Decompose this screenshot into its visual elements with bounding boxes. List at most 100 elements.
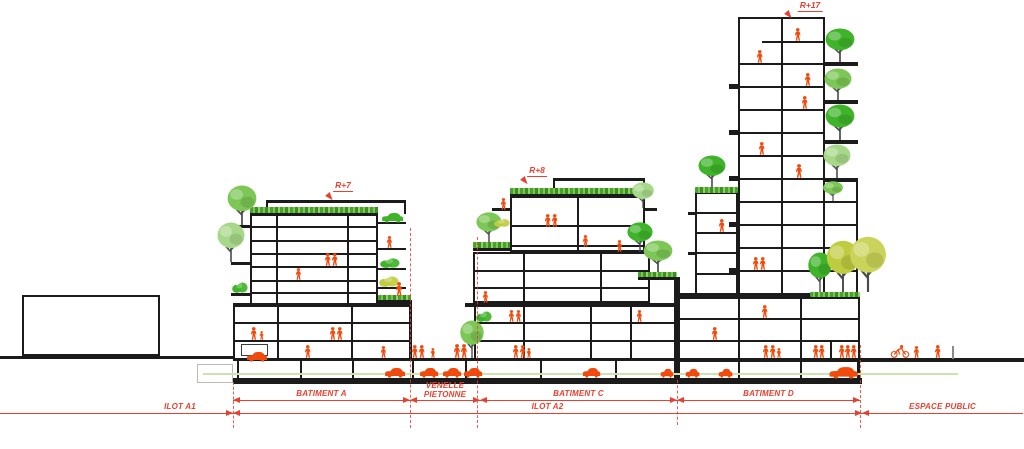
structure-slab [523,254,525,303]
dimension-line [862,413,1023,414]
building-outline [473,252,650,303]
structure-slab [352,361,354,378]
structure-slab [0,356,233,359]
dimension-label: VENELLE PIETONNE [423,381,467,399]
person-icon [411,345,419,358]
structure-slab [237,361,239,378]
person-icon [386,236,393,248]
structure-slab [729,268,738,273]
bush-icon [380,257,400,268]
structure-slab [378,248,406,251]
structure-slab [738,361,740,378]
structure-slab [378,287,406,290]
structure-slab [729,84,738,89]
person-icon [512,345,520,358]
person-icon [295,268,302,280]
dimension-label: BATIMENT D [743,389,794,398]
person-icon [430,348,436,358]
structure-slab [233,358,860,361]
person-icon [795,164,803,178]
structure-slab [857,360,860,380]
bush-icon [476,310,492,322]
dimension-arrow-right [403,397,410,403]
structure-slab [825,100,858,104]
structure-slab [266,200,406,203]
green-roof-strip [810,292,860,297]
structure-slab [250,266,378,269]
structure-slab [729,130,738,135]
green-roof-strip [638,272,677,277]
person-icon [616,240,623,252]
structure-slab [800,361,802,378]
structure-slab [677,293,860,297]
structure-slab [300,361,302,378]
structure-slab [510,193,645,196]
structure-slab [231,262,250,265]
person-icon [380,346,387,358]
tree-icon [697,155,727,187]
structure-slab [473,248,510,251]
structure-slab [250,253,378,256]
structure-slab [860,358,1024,362]
car-icon [582,367,601,378]
level-arrow-icon [520,176,530,186]
level-annotation: R+7 [333,180,353,192]
structure-slab [412,361,414,378]
bush-icon [379,275,399,287]
structure-slab [250,240,378,243]
structure-slab [523,305,525,360]
structure-slab [553,178,645,181]
structure-slab [800,297,802,360]
tree-icon [824,28,856,62]
structure-slab [474,340,677,343]
structure-slab [762,41,825,44]
person-icon [794,28,802,41]
structure-slab [233,303,412,307]
structure-slab [695,232,738,235]
tree-icon [475,212,503,242]
person-icon [519,345,527,358]
car-icon [828,366,859,379]
person-icon [844,345,852,358]
person-icon [336,327,344,340]
building-outline [474,303,677,360]
dimension-arrow-right [670,397,677,403]
building-outline [250,207,378,305]
structure-slab [738,297,740,360]
person-icon [250,327,258,340]
structure-slab [404,200,406,214]
person-icon [331,253,339,266]
person-icon [526,348,532,358]
tree-icon [642,240,674,272]
structure-slab [952,346,954,359]
structure-slab [856,178,859,297]
person-icon [756,50,764,63]
structure-slab [695,212,738,215]
person-icon [395,282,403,296]
green-roof-strip [378,295,411,300]
structure-slab [233,340,412,343]
green-roof-strip [250,207,378,213]
structure-slab [825,178,858,182]
structure-slab [553,178,555,190]
structure-slab [473,270,650,273]
dimension-arrow-left [233,397,240,403]
person-icon [324,253,332,266]
tree-icon [824,104,856,140]
limit-dashed-line [477,237,478,428]
car-icon [381,212,404,223]
structure-slab [615,361,617,378]
structure-slab [677,318,860,321]
structure-slab [645,208,657,211]
structure-slab [378,300,411,303]
person-icon [758,142,766,155]
dimension-line [410,400,480,401]
building-outline [695,192,738,297]
structure-slab [347,213,349,303]
tree-icon [822,144,852,178]
dimension-label: ILOT A1 [164,402,196,411]
dimension-arrow-right [226,410,233,416]
structure-slab [695,252,738,255]
person-icon [752,257,760,270]
structure-slab [677,360,860,363]
